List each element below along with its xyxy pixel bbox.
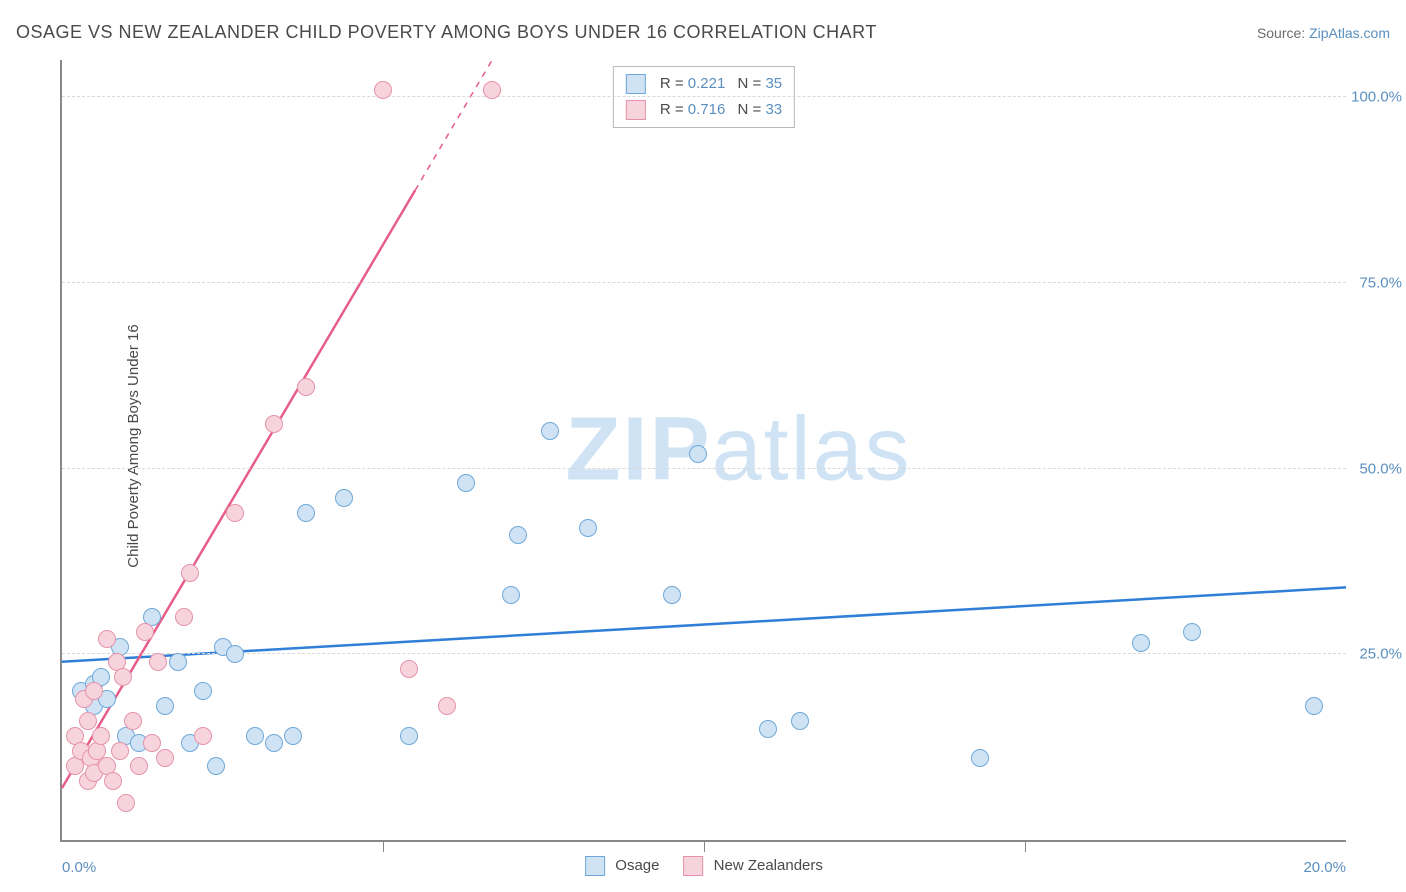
nz-point	[104, 772, 122, 790]
y-tick-label: 100.0%	[1351, 89, 1402, 106]
osage-point	[284, 727, 302, 745]
stats-row-nz: R = 0.716 N = 33	[626, 97, 782, 123]
osage-point	[971, 749, 989, 767]
nz-point	[79, 712, 97, 730]
nz-swatch-icon	[626, 100, 646, 120]
nz-r-value: 0.716	[688, 101, 726, 118]
osage-point	[502, 586, 520, 604]
x-tick	[704, 840, 705, 852]
osage-point	[1305, 697, 1323, 715]
nz-swatch-icon	[683, 856, 703, 876]
nz-point	[111, 742, 129, 760]
osage-r-value: 0.221	[688, 75, 726, 92]
nz-point	[117, 794, 135, 812]
nz-point	[400, 660, 418, 678]
gridline-horizontal	[62, 96, 1346, 97]
stats-row-osage: R = 0.221 N = 35	[626, 71, 782, 97]
osage-point	[169, 653, 187, 671]
nz-point	[92, 727, 110, 745]
osage-n-value: 35	[765, 75, 782, 92]
nz-n-value: 33	[765, 101, 782, 118]
regression-line-dashed	[415, 60, 492, 190]
nz-point	[265, 415, 283, 433]
gridline-horizontal	[62, 468, 1346, 469]
nz-point	[181, 564, 199, 582]
x-tick	[383, 840, 384, 852]
legend-label-osage: Osage	[615, 857, 659, 874]
nz-point	[124, 712, 142, 730]
y-tick-label: 50.0%	[1359, 460, 1402, 477]
osage-point	[1183, 623, 1201, 641]
source-prefix: Source:	[1257, 25, 1309, 41]
osage-point	[265, 734, 283, 752]
x-tick	[1025, 840, 1026, 852]
y-tick-label: 75.0%	[1359, 274, 1402, 291]
osage-point	[400, 727, 418, 745]
osage-point	[194, 682, 212, 700]
regression-line	[62, 587, 1346, 661]
x-tick-label: 0.0%	[62, 859, 96, 876]
nz-point	[483, 81, 501, 99]
osage-point	[689, 445, 707, 463]
legend-item-osage: Osage	[585, 856, 659, 876]
osage-point	[335, 489, 353, 507]
osage-point	[759, 720, 777, 738]
chart-header: OSAGE VS NEW ZEALANDER CHILD POVERTY AMO…	[16, 22, 1390, 43]
nz-point	[136, 623, 154, 641]
nz-point	[175, 608, 193, 626]
nz-point	[297, 378, 315, 396]
osage-point	[579, 519, 597, 537]
osage-point	[791, 712, 809, 730]
nz-point	[143, 734, 161, 752]
watermark: ZIPatlas	[566, 399, 912, 502]
source-link[interactable]: ZipAtlas.com	[1309, 25, 1390, 41]
x-tick-label: 20.0%	[1303, 859, 1346, 876]
osage-point	[457, 474, 475, 492]
osage-swatch-icon	[585, 856, 605, 876]
osage-point	[246, 727, 264, 745]
nz-point	[156, 749, 174, 767]
osage-swatch-icon	[626, 74, 646, 94]
scatter-chart: ZIPatlas R = 0.221 N = 35 R = 0.716 N = …	[60, 60, 1346, 842]
nz-point	[438, 697, 456, 715]
nz-point	[114, 668, 132, 686]
nz-point	[130, 757, 148, 775]
series-legend: Osage New Zealanders	[585, 856, 823, 876]
gridline-horizontal	[62, 282, 1346, 283]
gridline-horizontal	[62, 653, 1346, 654]
nz-point	[85, 682, 103, 700]
chart-title: OSAGE VS NEW ZEALANDER CHILD POVERTY AMO…	[16, 22, 877, 43]
osage-point	[1132, 634, 1150, 652]
osage-point	[156, 697, 174, 715]
osage-point	[207, 757, 225, 775]
source-attribution: Source: ZipAtlas.com	[1257, 25, 1390, 41]
legend-label-nz: New Zealanders	[714, 857, 823, 874]
nz-point	[149, 653, 167, 671]
osage-point	[297, 504, 315, 522]
osage-point	[663, 586, 681, 604]
legend-item-nz: New Zealanders	[683, 856, 822, 876]
y-tick-label: 25.0%	[1359, 646, 1402, 663]
nz-point	[226, 504, 244, 522]
nz-point	[374, 81, 392, 99]
osage-point	[541, 422, 559, 440]
osage-point	[509, 526, 527, 544]
nz-point	[194, 727, 212, 745]
osage-point	[226, 645, 244, 663]
nz-point	[98, 630, 116, 648]
watermark-light: atlas	[712, 400, 912, 500]
